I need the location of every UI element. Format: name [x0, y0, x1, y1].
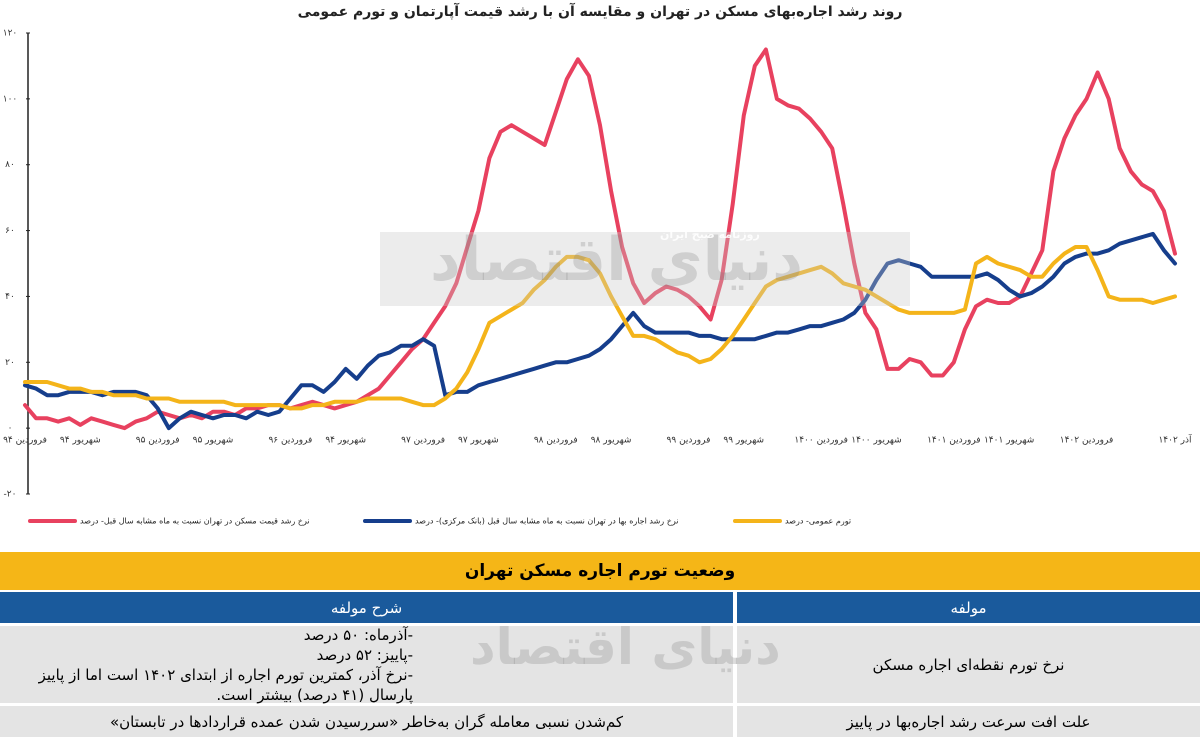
x-tick-label: فروردین ۹۶: [268, 436, 312, 446]
y-tick-label: ۴۰: [5, 292, 15, 302]
table-cell: علت افت سرعت رشد اجاره‌بها در پاییز: [737, 706, 1200, 737]
y-tick-label: ۱۰۰: [3, 94, 18, 104]
y-tick-label: -۲۰: [4, 490, 17, 500]
x-tick-label: شهریور ۱۴۰۰: [851, 436, 901, 446]
series-line: [23, 245, 1177, 411]
y-tick-label: ۶۰: [5, 226, 15, 236]
x-tick-label: فروردین ۹۸: [534, 436, 578, 446]
series-line: [23, 47, 1177, 431]
x-tick-label: شهریور ۹۵: [193, 436, 234, 446]
series-line: [23, 231, 1177, 431]
table-cell: نرخ تورم نقطه‌ای اجاره مسکن: [737, 626, 1200, 703]
header-cell: مولفه: [737, 592, 1200, 623]
cell-line: -آذرماه: ۵۰ درصد: [303, 625, 413, 644]
y-tick-label: ۸۰: [5, 160, 15, 170]
x-tick-label: شهریور ۹۴: [325, 436, 366, 446]
y-tick-label: ۰: [8, 424, 13, 434]
y-tick-label: ۱۲۰: [3, 29, 18, 39]
x-tick-label: فروردین ۱۴۰۰: [794, 436, 848, 446]
header-cell: شرح مولفه: [0, 592, 733, 623]
table-title: وضعیت تورم اجاره مسکن تهران: [0, 552, 1200, 590]
x-tick-label: فروردین ۱۴۰۱: [927, 436, 981, 446]
y-tick-label: ۲۰: [5, 358, 15, 368]
x-tick-label: فروردین ۱۴۰۲: [1060, 436, 1114, 446]
x-tick-label: شهریور ۱۴۰۱: [984, 436, 1034, 446]
x-tick-label: فروردین ۹۵: [136, 436, 180, 446]
x-tick-label: شهریور ۹۷: [458, 436, 499, 446]
table-cell: -آذرماه: ۵۰ درصد -پاییز: ۵۲ درصد -نرخ آذ…: [0, 625, 733, 704]
x-tick-label: فروردین ۹۷: [401, 436, 445, 446]
x-tick-label: شهریور ۹۸: [591, 436, 632, 446]
legend-label: نرخ رشد قیمت مسکن در تهران نسبت به ماه م…: [80, 517, 310, 526]
x-tick-label: شهریور ۹۴: [60, 436, 101, 446]
cell-line: -پاییز: ۵۲ درصد: [316, 645, 413, 664]
chart-title: روند رشد اجاره‌بهای مسکن در تهران و مقای…: [298, 2, 903, 20]
x-tick-label: فروردین ۹۴: [3, 436, 47, 446]
cell-line: -نرخ آذر، کمترین تورم اجاره از ابتدای ۱۴…: [38, 665, 413, 704]
legend-label: نرخ رشد اجاره بها در تهران نسبت به ماه م…: [415, 517, 679, 526]
legend-label: تورم عمومی- درصد: [785, 517, 851, 526]
chart: روند رشد اجاره‌بهای مسکن در تهران و مقای…: [3, 2, 1192, 526]
x-tick-label: شهریور ۹۹: [723, 436, 764, 446]
x-tick-label: آذر ۱۴۰۲: [1158, 434, 1192, 446]
x-tick-label: فروردین ۹۹: [667, 436, 711, 446]
table-cell: کم‌شدن نسبی معامله گران به‌خاطر «سررسیدن…: [0, 706, 733, 737]
